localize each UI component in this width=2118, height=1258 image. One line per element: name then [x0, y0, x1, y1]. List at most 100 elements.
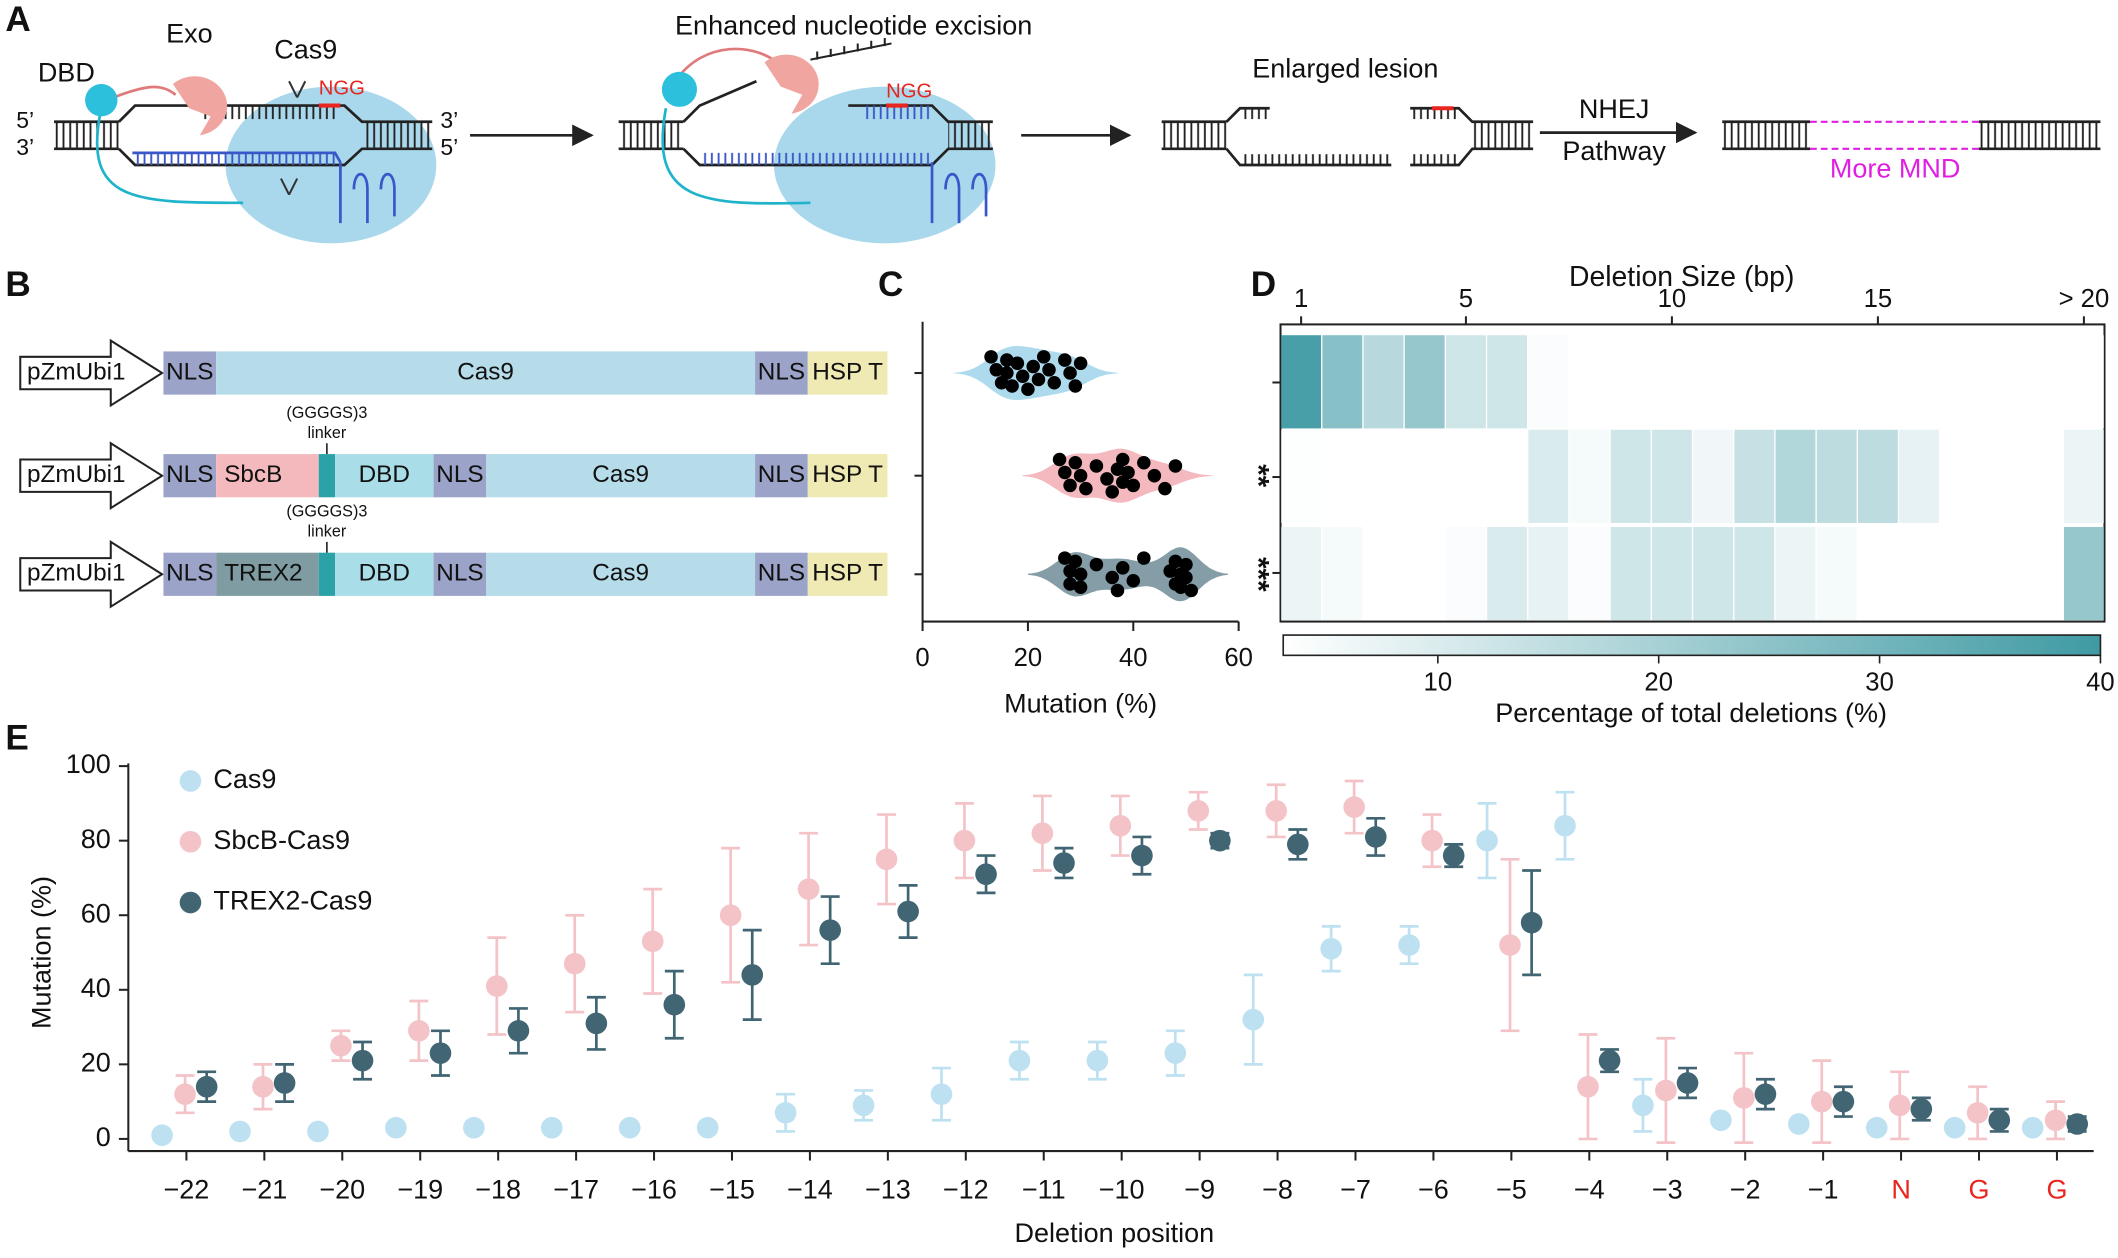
end-label: 3’ — [440, 107, 458, 133]
x-tick-label: > 20 — [2059, 285, 2110, 313]
data-point — [1010, 356, 1025, 371]
x-tick-label: −10 — [1099, 1175, 1145, 1205]
part-label: HSP T — [812, 461, 883, 488]
data-point — [1000, 366, 1014, 380]
construct-part — [755, 351, 808, 395]
heat-cell — [1816, 527, 1857, 621]
data-point — [1632, 1094, 1654, 1117]
data-point — [1320, 937, 1342, 960]
data-point — [1168, 554, 1183, 569]
data-point — [1079, 481, 1093, 496]
data-point — [1121, 465, 1135, 480]
part-label: Cas9 — [457, 358, 514, 385]
data-point — [953, 829, 976, 852]
x-tick-label: −21 — [241, 1175, 287, 1205]
data-point — [2021, 1116, 2044, 1139]
heat-cell — [2022, 527, 2063, 621]
label-exo: Exo — [166, 18, 213, 48]
construct-part — [216, 454, 319, 498]
panel-label: E — [5, 719, 28, 758]
legend-label: TREX2-Cas9 — [213, 886, 372, 916]
data-point — [1063, 478, 1077, 493]
construct-part — [807, 454, 888, 498]
y-tick-label: 60 — [81, 898, 111, 928]
data-point — [1810, 1090, 1833, 1113]
data-point — [1052, 452, 1067, 467]
x-tick-label: G — [2046, 1175, 2067, 1205]
end-label: 5’ — [16, 107, 34, 133]
data-point — [774, 1102, 797, 1124]
data-point — [429, 1042, 452, 1064]
data-point — [1421, 829, 1443, 852]
x-tick-label: −17 — [553, 1175, 599, 1205]
violin — [1027, 547, 1229, 602]
data-point — [174, 1083, 196, 1105]
part-label: SbcB — [224, 461, 282, 488]
data-point — [1036, 350, 1051, 364]
panel-label: D — [1251, 265, 1276, 304]
x-tick-label: −18 — [475, 1175, 521, 1205]
part-label: NLS — [166, 358, 213, 385]
data-point — [984, 350, 998, 364]
heat-cell — [1404, 527, 1445, 621]
data-point — [1888, 1094, 1911, 1117]
data-point — [1158, 481, 1172, 496]
heat-cell — [2022, 429, 2063, 523]
heat-cell — [1569, 335, 1610, 429]
heat-cell — [1651, 335, 1692, 429]
y-axis-label: Mutation (%) — [26, 876, 56, 1029]
heat-cell — [1940, 335, 1981, 429]
y-tick-label: 0 — [96, 1122, 111, 1152]
data-point — [1058, 353, 1072, 367]
part-label: Cas9 — [592, 560, 649, 587]
heat-cell — [1528, 335, 1569, 429]
part-label: DBD — [359, 560, 410, 587]
data-point — [975, 863, 997, 886]
data-point — [1073, 567, 1088, 582]
part-label: TREX2 — [224, 560, 302, 587]
x-tick-label: −1 — [1808, 1175, 1839, 1205]
part-label: HSP T — [812, 358, 883, 385]
y-tick-label: 100 — [66, 749, 111, 779]
x-tick-label: 0 — [915, 644, 929, 672]
data-point — [1655, 1079, 1677, 1102]
data-point — [1116, 452, 1130, 467]
data-point — [1089, 459, 1104, 473]
data-point — [1086, 1049, 1109, 1072]
data-point — [1343, 796, 1365, 818]
data-point — [486, 975, 508, 997]
x-tick-label: 15 — [1864, 285, 1893, 313]
heat-cell — [1322, 527, 1363, 621]
linker — [318, 454, 335, 498]
pathway-label: NHEJ — [1579, 94, 1650, 124]
x-tick-label: −2 — [1730, 1175, 1761, 1205]
label-dbd: DBD — [38, 58, 95, 88]
data-point — [1147, 468, 1162, 483]
data-point — [1598, 1049, 1621, 1072]
x-tick-label: −13 — [865, 1175, 911, 1205]
data-point — [1179, 557, 1193, 572]
x-tick-label: −14 — [787, 1175, 833, 1205]
significance: *** — [1241, 557, 1274, 592]
data-point — [1287, 833, 1309, 856]
data-point — [1058, 465, 1072, 480]
data-point — [1105, 485, 1119, 499]
data-point — [1053, 852, 1075, 874]
heat-cell — [1363, 335, 1404, 429]
panel-label: C — [878, 265, 903, 304]
data-point — [540, 1116, 563, 1139]
data-point — [1398, 934, 1420, 956]
data-point — [2044, 1109, 2067, 1132]
heat-cell — [1693, 335, 1734, 429]
heat-cell — [1816, 335, 1857, 429]
heat-cell — [1734, 335, 1775, 429]
heat-cell — [1899, 429, 1940, 523]
legend-marker — [179, 770, 202, 792]
diagram-2: Enhanced nucleotide excision NGG — [618, 10, 1032, 244]
x-axis-label: Deletion position — [1015, 1218, 1215, 1248]
heat-cell — [1281, 335, 1322, 429]
heat-cell — [1281, 429, 1322, 523]
data-point — [1476, 829, 1498, 852]
construct-part — [163, 351, 217, 395]
